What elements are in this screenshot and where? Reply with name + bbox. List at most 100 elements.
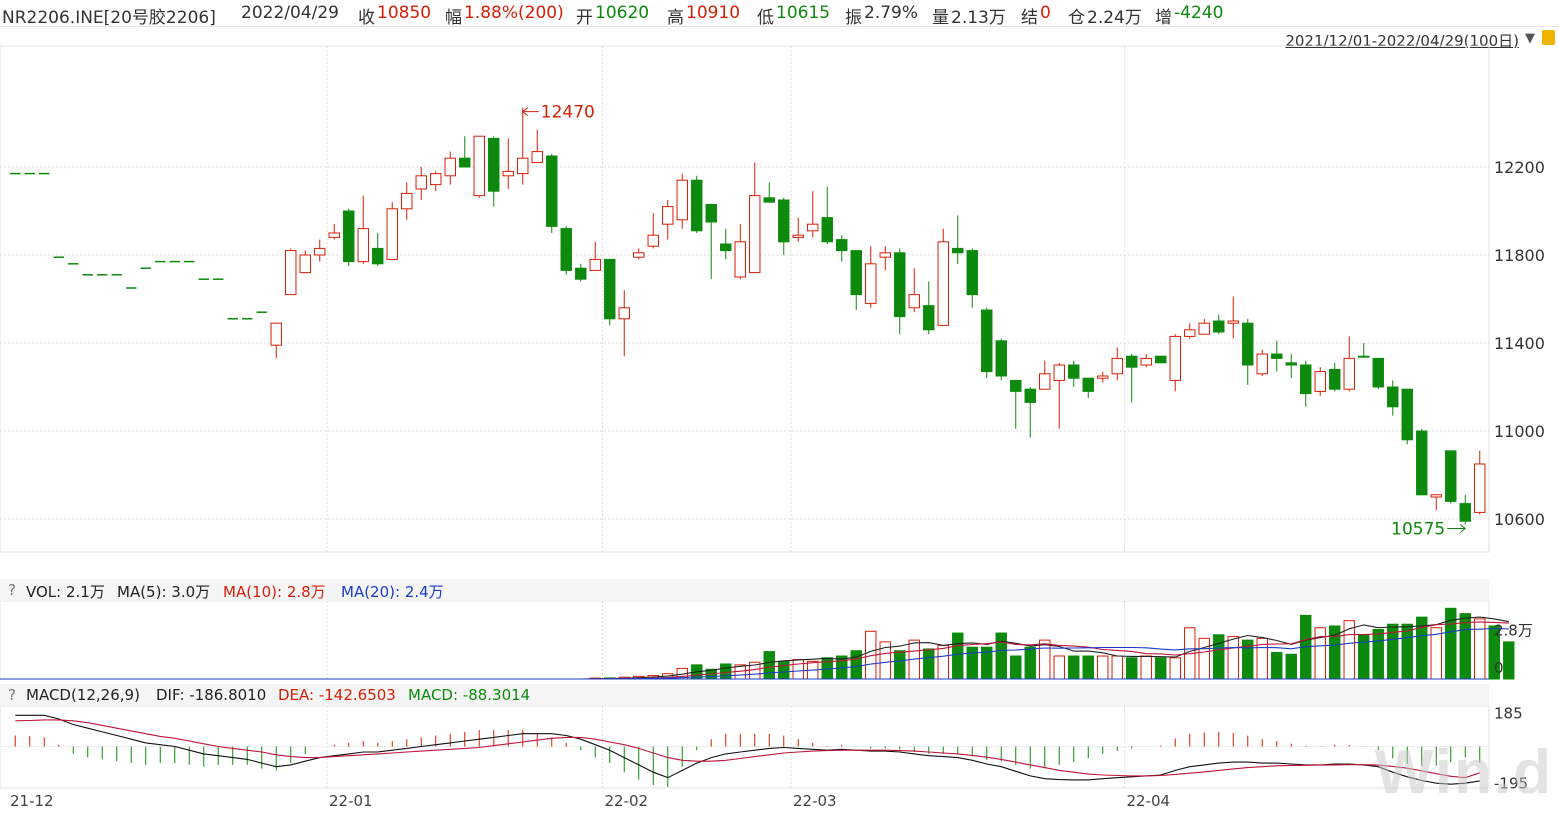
volume-bar xyxy=(1300,614,1312,680)
candle-body xyxy=(314,247,326,256)
candle xyxy=(1184,323,1196,339)
candle xyxy=(618,290,630,357)
vol-ma10: MA(10): 2.8万 xyxy=(223,583,326,601)
candle xyxy=(401,182,413,220)
volume-bar xyxy=(1488,625,1500,680)
open-value: 10620 xyxy=(595,3,650,23)
volume-bar xyxy=(894,650,906,680)
volume-bar xyxy=(1184,627,1196,680)
oi-value: 2.24万 xyxy=(1087,8,1142,28)
candle-body xyxy=(560,228,572,271)
candle xyxy=(1314,367,1326,396)
candle-body xyxy=(633,252,645,258)
candle xyxy=(1155,355,1167,364)
volume-bar xyxy=(1503,641,1515,680)
candle-body xyxy=(343,210,355,263)
candle xyxy=(1082,377,1094,398)
volume-bar xyxy=(952,632,964,680)
volume-bar xyxy=(676,667,688,680)
candle-body xyxy=(1126,355,1138,368)
candle-body xyxy=(1169,335,1181,381)
volume-bar xyxy=(1082,655,1094,680)
candle xyxy=(589,241,601,271)
volume-bar xyxy=(1068,655,1080,680)
volume-bar xyxy=(1445,607,1457,680)
candle-body xyxy=(1401,388,1413,441)
candle xyxy=(792,217,804,242)
volume-bar xyxy=(1474,618,1486,680)
candle xyxy=(430,171,442,192)
candle-body xyxy=(1459,503,1471,522)
candle xyxy=(1227,296,1239,339)
candle-body xyxy=(937,241,949,326)
candle xyxy=(531,129,543,164)
volume-bar xyxy=(1053,655,1065,680)
settle-label: 结 xyxy=(1021,8,1038,28)
candle-body xyxy=(865,263,877,304)
candle xyxy=(937,228,949,326)
volume-bar xyxy=(1111,655,1123,680)
oi-label: 仓 xyxy=(1068,8,1085,28)
candle-body xyxy=(1198,322,1210,335)
candle xyxy=(1242,318,1254,385)
volume-bar xyxy=(807,660,819,680)
volume-bar xyxy=(1285,653,1297,680)
lock-icon[interactable] xyxy=(1542,30,1555,45)
candle xyxy=(517,107,529,185)
candle xyxy=(444,151,456,185)
min-annotation: 10575 xyxy=(1391,520,1445,540)
volume-label: 量 xyxy=(932,8,949,28)
volume-bar xyxy=(1227,636,1239,680)
candle xyxy=(749,162,761,274)
candle xyxy=(995,338,1007,381)
candle-body xyxy=(1343,357,1355,390)
candle-body xyxy=(531,151,543,164)
candle xyxy=(1068,360,1080,387)
candle-body xyxy=(502,170,514,177)
volume-bar xyxy=(1430,627,1442,680)
help-icon[interactable]: ? xyxy=(8,686,16,704)
date-label: 2022/04/29 xyxy=(241,3,339,23)
volume-bar xyxy=(1169,657,1181,680)
candle-body xyxy=(1155,355,1167,364)
candle xyxy=(560,226,572,275)
candle-body xyxy=(1111,357,1123,375)
candle-body xyxy=(459,157,471,168)
candle-body xyxy=(1358,355,1370,358)
volume-bar xyxy=(937,644,949,680)
candle xyxy=(966,248,978,308)
price-panel-frame xyxy=(0,45,1490,553)
chevron-down-icon[interactable]: ▼ xyxy=(1525,31,1535,46)
vol-title: VOL: 2.1万 xyxy=(26,583,105,601)
candle-body xyxy=(1314,371,1326,392)
candle xyxy=(1358,343,1370,358)
macd-dea-line xyxy=(15,719,1480,779)
volume-bar xyxy=(1271,651,1283,680)
high-value: 10910 xyxy=(686,3,741,23)
macd-dea: DEA: -142.6503 xyxy=(278,686,396,704)
volume-bar xyxy=(1256,637,1268,680)
candle-body xyxy=(894,252,906,318)
vol-ma5: MA(5): 3.0万 xyxy=(117,583,211,601)
candle-body xyxy=(720,243,732,252)
candle-body xyxy=(1387,386,1399,408)
candle-body xyxy=(676,179,688,221)
volume-bar xyxy=(705,668,717,680)
vol-ma5-line xyxy=(73,616,1509,680)
candle xyxy=(1459,494,1471,525)
volume-bar xyxy=(618,676,630,680)
candle xyxy=(705,203,717,280)
candle xyxy=(343,208,355,266)
candle-body xyxy=(430,173,442,186)
volume-value: 2.13万 xyxy=(951,8,1006,28)
y-tick-label: 12200 xyxy=(1494,158,1545,177)
date-range-selector[interactable]: 2021/12/01-2022/04/29(100日) xyxy=(1285,32,1519,50)
help-icon[interactable]: ? xyxy=(8,581,16,599)
candle xyxy=(778,197,790,255)
volume-bar xyxy=(850,650,862,680)
candle xyxy=(415,167,427,200)
macd-title: MACD(12,26,9) xyxy=(26,686,140,704)
candle xyxy=(676,173,688,229)
candle-body xyxy=(966,250,978,296)
candle-body xyxy=(850,250,862,296)
